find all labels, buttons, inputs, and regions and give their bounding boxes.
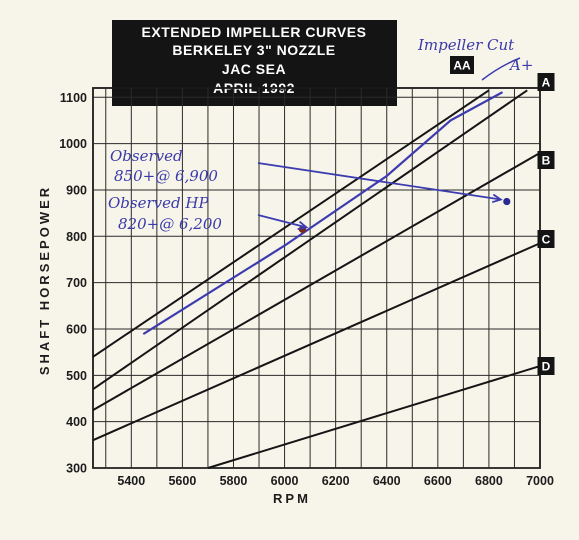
observed-point	[503, 197, 511, 206]
y-tick-label: 400	[66, 415, 87, 429]
arrow-observed-2	[257, 214, 307, 229]
y-tick-label: 1000	[59, 137, 87, 151]
curve-label-text: C	[542, 233, 551, 247]
grid	[92, 87, 541, 469]
title-line-3: JAC SEA	[222, 61, 286, 77]
handdrawn-impeller-curve	[143, 91, 503, 335]
curve-label-b: B	[537, 151, 555, 169]
curve-label-box	[537, 151, 555, 169]
curve-label-box	[537, 230, 555, 248]
x-tick-label: 7000	[526, 474, 554, 488]
curve-label-text: A	[542, 76, 551, 90]
handwritten-annotations	[143, 57, 521, 335]
impeller-cut-note: Impeller Cut	[417, 36, 515, 54]
x-tick-label: 5800	[220, 474, 248, 488]
curve-label-aa: AA	[450, 56, 474, 74]
arrow-observed-1	[257, 162, 501, 201]
curve-label-text: D	[542, 360, 551, 374]
curve-label-d: D	[537, 357, 555, 375]
x-tick-label: 5400	[117, 474, 145, 488]
title-line-2: BERKELEY 3" NOZZLE	[172, 42, 335, 58]
axis-ticks: 5400 5600 5800 6000 6200 6400 6600 6800 7000 300 4…	[59, 91, 554, 488]
curve-label-c: C	[537, 230, 555, 248]
curve-label-box	[537, 73, 555, 91]
curve-line-d	[207, 365, 541, 469]
arrow-observed-2-head	[297, 220, 309, 231]
x-tick-label: 6800	[475, 474, 503, 488]
x-tick-label: 6400	[373, 474, 401, 488]
a-plus-note: A+	[508, 56, 533, 74]
curve-label-text: AA	[453, 59, 471, 73]
observed-2-line-1: Observed HP	[108, 194, 209, 212]
x-tick-label: 6600	[424, 474, 452, 488]
y-tick-label: 500	[66, 369, 87, 383]
y-tick-label: 700	[66, 276, 87, 290]
x-tick-label: 5600	[168, 474, 196, 488]
y-tick-label: 1100	[60, 91, 87, 105]
curve-label-box	[450, 56, 474, 74]
y-tick-label: 300	[66, 462, 87, 476]
x-tick-label: 6200	[322, 474, 350, 488]
x-tick-label: 6000	[271, 474, 299, 488]
curve-line-b	[92, 152, 541, 411]
curve-label-text: B	[542, 154, 551, 168]
arrow-observed-1-head	[491, 193, 503, 204]
y-axis-title: SHAFT HORSEPOWER	[37, 185, 52, 375]
y-tick-label: 800	[66, 230, 87, 244]
curve-line-a	[92, 89, 528, 391]
y-tick-label: 900	[66, 183, 87, 197]
impeller-cut-stroke	[481, 57, 521, 81]
x-axis-title: RPM	[273, 491, 311, 506]
observed-1-line-2: 850+@ 6,900	[114, 167, 218, 185]
y-tick-label: 600	[66, 322, 87, 336]
curve-label-box	[537, 357, 555, 375]
observed-2-line-2: 820+@ 6,200	[118, 215, 222, 233]
title-box	[112, 20, 397, 106]
curve-label-a: A	[537, 73, 555, 91]
curve-line-c	[92, 242, 541, 442]
title-line-1: EXTENDED IMPELLER CURVES	[142, 24, 367, 40]
observed-1-line-1: Observed	[110, 147, 183, 165]
